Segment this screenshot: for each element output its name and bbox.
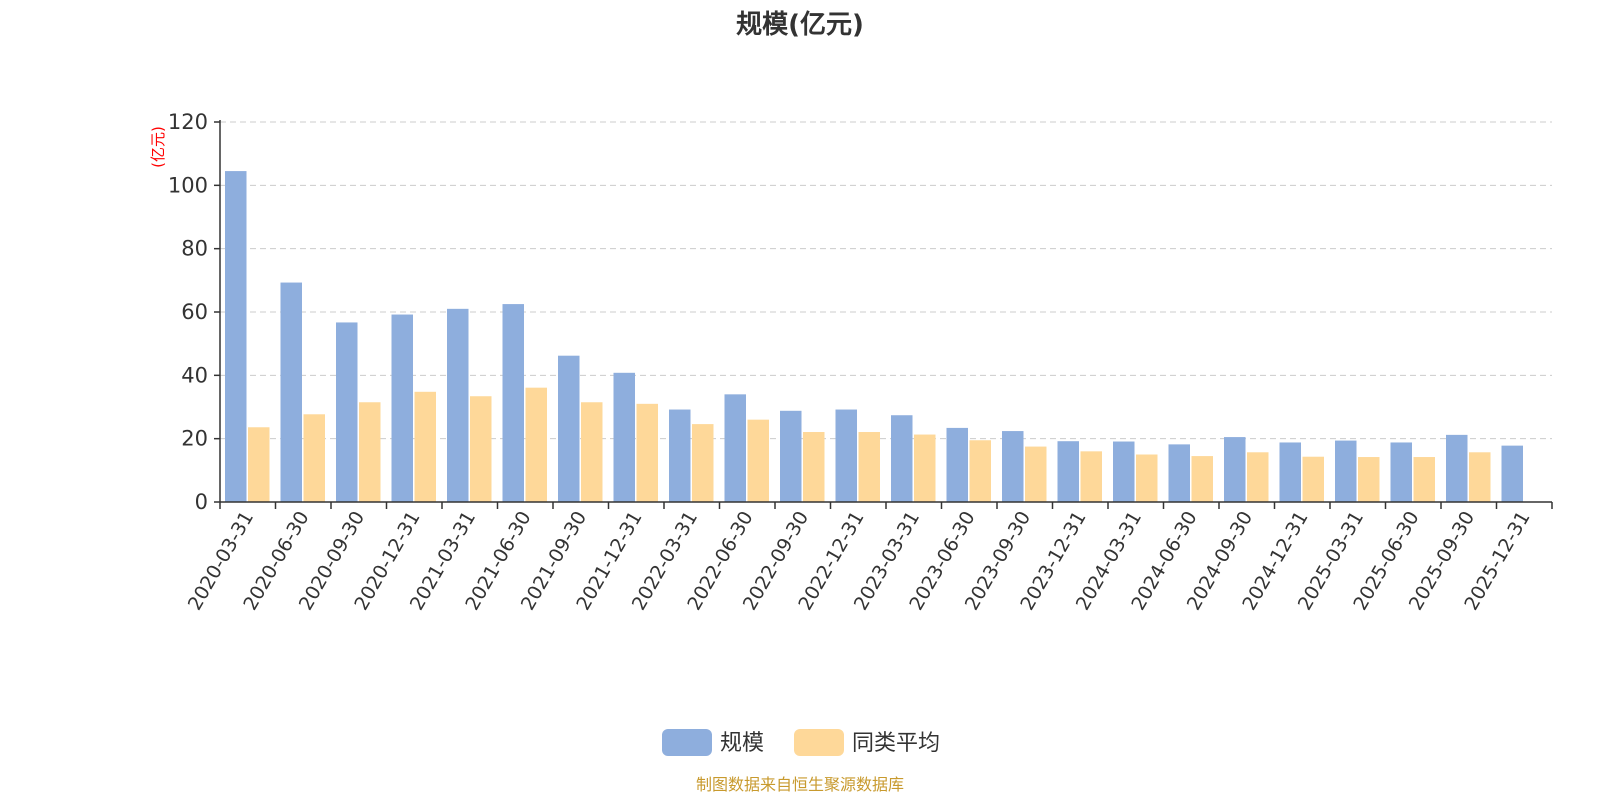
bar-scale	[1168, 444, 1190, 502]
bar-scale	[1002, 431, 1024, 502]
bar-peer-average	[803, 432, 825, 502]
y-axis-ticks: 0 20 40 60 80 100 120	[168, 110, 208, 514]
bars	[225, 171, 1523, 503]
bar-scale	[780, 410, 802, 502]
bar-scale	[669, 409, 691, 502]
source-note: 制图数据来自恒生聚源数据库	[696, 775, 904, 794]
bar-peer-average	[1413, 457, 1435, 502]
legend-label[interactable]: 规模	[720, 731, 764, 756]
bar-peer-average	[1191, 456, 1213, 502]
bar-scale	[1113, 441, 1135, 502]
bar-peer-average	[1302, 456, 1324, 502]
bar-scale	[891, 415, 913, 502]
bar-scale	[502, 304, 524, 502]
y-tick-label: 100	[168, 173, 208, 197]
bar-scale	[1390, 442, 1412, 502]
legend-label[interactable]: 同类平均	[852, 731, 940, 756]
bar-scale	[1501, 445, 1523, 502]
bar-scale	[336, 322, 358, 502]
x-axis-ticks: 2020-03-312020-06-302020-09-302020-12-31…	[184, 508, 1535, 615]
bar-peer-average	[1469, 452, 1491, 502]
bar-peer-average	[1358, 457, 1380, 502]
bar-peer-average	[1025, 446, 1047, 502]
bar-peer-average	[969, 440, 991, 502]
y-tick-label: 0	[195, 490, 208, 514]
legend[interactable]: 规模 同类平均	[662, 729, 940, 756]
bar-peer-average	[858, 432, 880, 502]
bar-peer-average	[914, 434, 936, 502]
chart-title: 规模(亿元)	[736, 10, 864, 40]
bar-scale	[724, 394, 746, 502]
bar-scale	[1224, 437, 1246, 502]
bar-scale	[280, 282, 302, 502]
bar-scale	[225, 171, 247, 503]
y-tick-label: 80	[181, 237, 208, 261]
y-tick-label: 120	[168, 110, 208, 134]
gridlines	[220, 121, 1552, 440]
bar-peer-average	[414, 391, 436, 502]
bar-scale	[1279, 442, 1301, 502]
y-tick-label: 60	[181, 300, 208, 324]
bar-peer-average	[525, 387, 547, 502]
bar-scale	[835, 409, 857, 502]
bar-peer-average	[1080, 451, 1102, 502]
bar-peer-average	[303, 414, 325, 502]
bar-peer-average	[470, 396, 492, 502]
axes	[214, 120, 1553, 509]
bar-peer-average	[248, 427, 270, 502]
bar-scale	[558, 355, 580, 502]
y-tick-label: 20	[181, 427, 208, 451]
bar-peer-average	[636, 403, 658, 502]
bar-scale	[613, 372, 635, 502]
bar-scale	[1057, 441, 1079, 502]
legend-swatch[interactable]	[794, 729, 844, 756]
bar-scale	[1335, 440, 1357, 502]
bar-peer-average	[692, 424, 714, 502]
y-axis-unit-label: (亿元)	[149, 126, 167, 168]
bar-peer-average	[359, 402, 381, 502]
bar-peer-average	[581, 402, 603, 502]
bar-scale	[946, 427, 968, 502]
bar-scale	[447, 308, 469, 502]
bar-peer-average	[1247, 452, 1269, 502]
y-tick-label: 40	[181, 363, 208, 387]
bar-scale	[1446, 434, 1468, 502]
legend-swatch[interactable]	[662, 729, 712, 756]
bar-peer-average	[1136, 454, 1158, 502]
bar-peer-average	[747, 419, 769, 502]
bar-scale	[391, 314, 413, 502]
